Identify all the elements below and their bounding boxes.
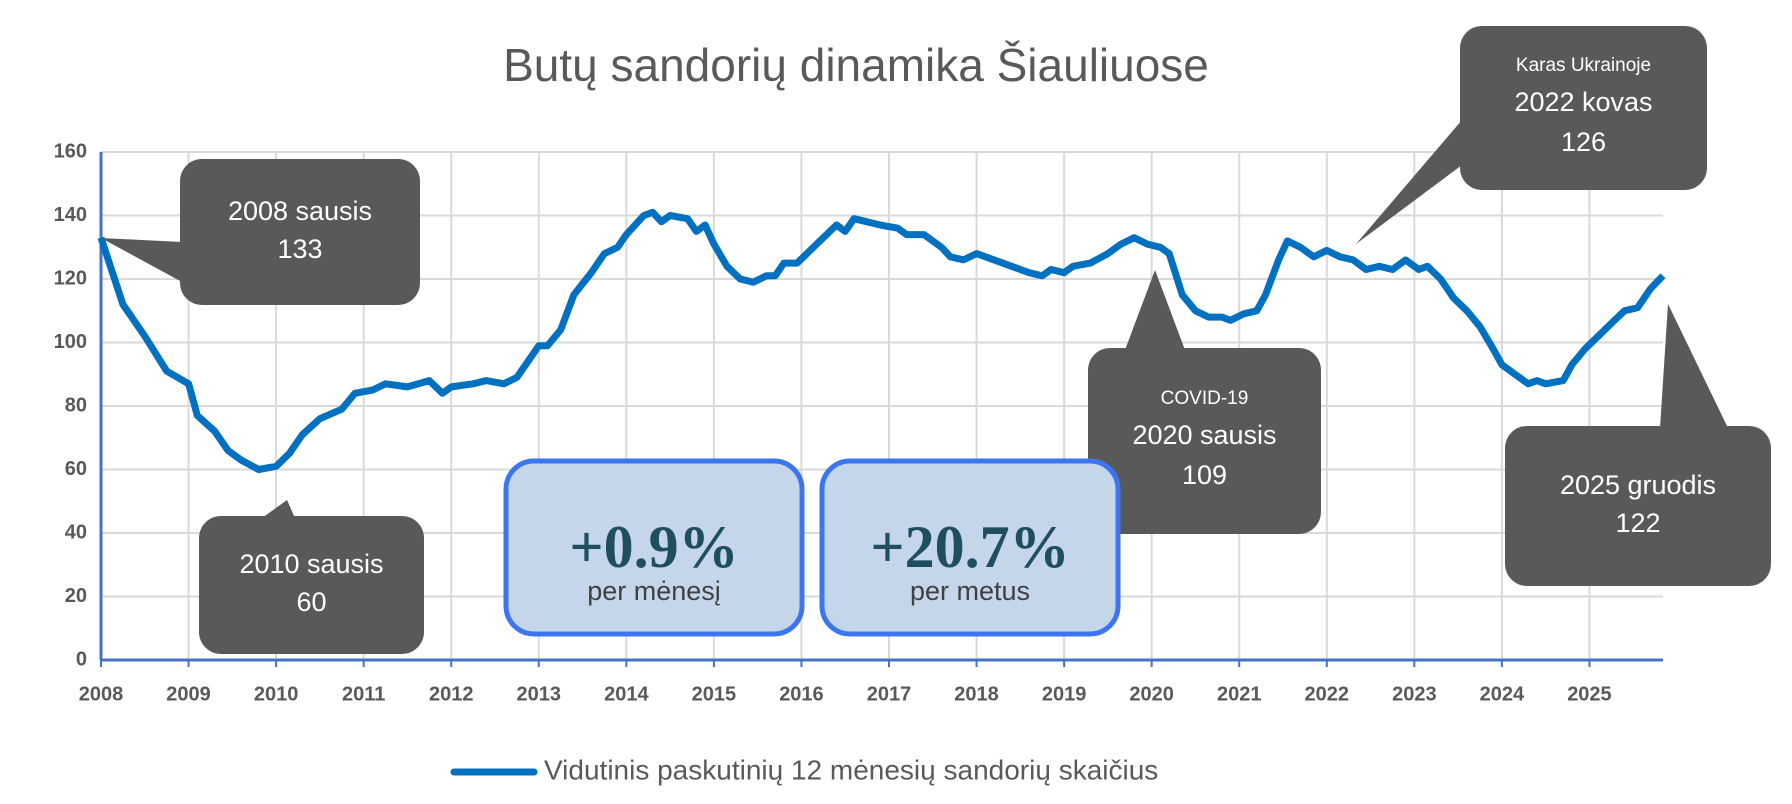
y-tick-label: 120 (54, 267, 87, 289)
y-tick-label: 40 (65, 521, 87, 543)
callout-value: 122 (1615, 508, 1660, 538)
callout-label: 2022 kovas (1514, 87, 1652, 117)
callout-note: COVID-19 (1161, 388, 1249, 409)
x-tick-label: 2012 (429, 683, 474, 705)
y-tick-label: 140 (54, 204, 87, 226)
y-tick-label: 60 (65, 458, 87, 480)
y-tick-label: 160 (54, 140, 87, 162)
x-tick-label: 2009 (166, 683, 211, 705)
y-tick-label: 100 (54, 331, 87, 353)
callout-label: 2020 sausis (1132, 420, 1276, 450)
callout-label: 2010 sausis (239, 549, 383, 579)
x-tick-label: 2018 (954, 683, 999, 705)
x-tick-label: 2016 (779, 683, 824, 705)
x-tick-label: 2022 (1305, 683, 1350, 705)
x-tick-label: 2008 (79, 683, 124, 705)
callout-box (199, 516, 424, 654)
callout-pointer (101, 238, 182, 282)
callout-pointer (262, 500, 295, 518)
summary-box (503, 458, 805, 637)
chart-title: Butų sandorių dinamika Šiauliuose (503, 39, 1209, 91)
callout-value: 60 (296, 587, 326, 617)
callout-box (1460, 26, 1707, 190)
summary-value: +0.9% (569, 514, 738, 580)
callout-value: 109 (1182, 460, 1227, 490)
callout-label: 2025 gruodis (1560, 470, 1716, 500)
callout-label: 2008 sausis (228, 196, 372, 226)
x-tick-label: 2020 (1129, 683, 1174, 705)
x-tick-label: 2019 (1042, 683, 1087, 705)
callout-note: Karas Ukrainoje (1516, 55, 1651, 76)
callout-pointer (1356, 120, 1462, 244)
callout-box (1088, 348, 1321, 534)
x-tick-label: 2013 (517, 683, 562, 705)
legend-label: Vidutinis paskutinių 12 mėnesių sandorių… (544, 754, 1158, 785)
callout-box (180, 159, 420, 305)
x-tick-label: 2021 (1217, 683, 1262, 705)
summary-box (819, 458, 1121, 637)
summary-value: +20.7% (870, 514, 1069, 580)
x-tick-label: 2015 (692, 683, 737, 705)
x-tick-label: 2011 (342, 683, 385, 705)
callout-value: 126 (1561, 127, 1606, 157)
callout-pointer (1660, 304, 1728, 428)
x-tick-label: 2023 (1392, 683, 1437, 705)
y-tick-label: 80 (65, 394, 87, 416)
x-tick-label: 2017 (867, 683, 912, 705)
callout-pointer (1125, 270, 1185, 350)
summary-label: per mėnesį (587, 576, 721, 606)
x-tick-label: 2024 (1480, 683, 1525, 705)
y-tick-label: 0 (76, 648, 87, 670)
callout-box (1505, 426, 1771, 586)
x-tick-label: 2025 (1567, 683, 1612, 705)
y-tick-label: 20 (65, 585, 87, 607)
callout-value: 133 (277, 234, 322, 264)
x-tick-label: 2010 (254, 683, 299, 705)
summary-label: per metus (910, 576, 1030, 606)
x-tick-label: 2014 (604, 683, 649, 705)
data-line (97, 208, 1666, 473)
